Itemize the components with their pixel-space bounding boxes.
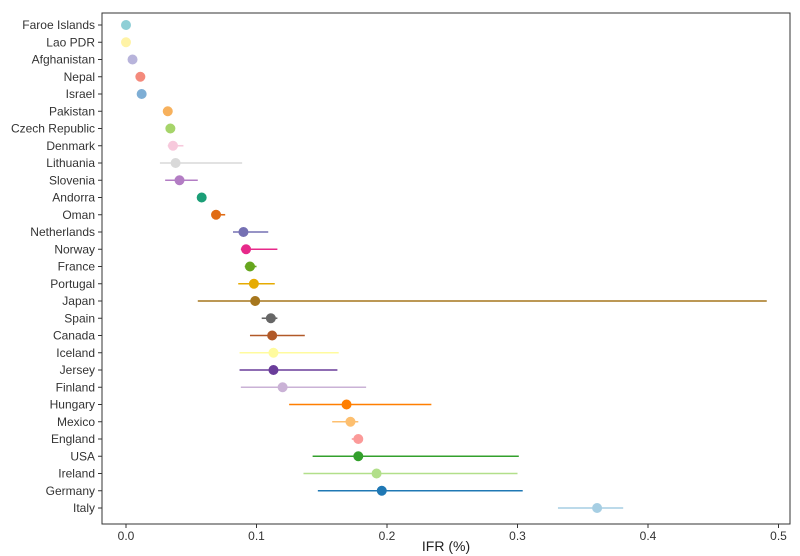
point-iceland (268, 347, 279, 358)
plot-marks (121, 20, 767, 513)
x-tick-label-0.2: 0.2 (379, 529, 396, 543)
x-tick-label-0.1: 0.1 (248, 529, 265, 543)
x-tick-label-0.5: 0.5 (770, 529, 787, 543)
y-tick-label-japan: Japan (62, 294, 95, 308)
point-portugal (248, 278, 259, 289)
y-tick-label-ireland: Ireland (58, 467, 95, 481)
point-jersey (268, 365, 279, 375)
y-tick-label-spain: Spain (64, 311, 95, 325)
point-usa (353, 451, 364, 462)
point-israel (136, 89, 147, 99)
y-tick-label-pakistan: Pakistan (49, 104, 95, 118)
y-tick-label-canada: Canada (53, 329, 95, 343)
point-nepal (135, 71, 146, 82)
point-slovenia (174, 175, 185, 186)
y-tick-label-germany: Germany (46, 484, 95, 498)
x-axis-title: IFR (%) (422, 538, 470, 554)
point-denmark (167, 140, 178, 151)
point-netherlands (238, 227, 249, 237)
point-hungary (341, 399, 352, 410)
point-czech-republic (165, 123, 176, 134)
point-norway (241, 244, 252, 255)
point-afghanistan (127, 54, 138, 65)
y-tick-label-usa: USA (70, 449, 95, 463)
y-tick-label-italy: Italy (73, 501, 95, 515)
plot-panel-border (101, 12, 791, 525)
point-spain (265, 313, 276, 324)
point-faroe-islands (121, 20, 131, 30)
y-tick-label-norway: Norway (54, 242, 95, 256)
x-axis: 0.0 0.1 0.2 0.3 0.4 0.5 (118, 524, 787, 543)
y-tick-label-andorra: Andorra (52, 191, 95, 205)
point-finland (277, 382, 288, 393)
x-tick-label-0.3: 0.3 (509, 529, 526, 543)
y-tick-label-israel: Israel (66, 87, 95, 101)
point-oman (211, 209, 222, 220)
point-england (353, 434, 364, 444)
point-france (244, 261, 255, 272)
point-japan (250, 296, 261, 306)
y-tick-label-faroe-islands: Faroe Islands (22, 18, 95, 32)
y-tick-label-france: France (58, 260, 96, 274)
y-tick-label-hungary: Hungary (50, 398, 95, 412)
y-tick-label-portugal: Portugal (50, 277, 95, 291)
x-tick-label-0.0: 0.0 (118, 529, 135, 543)
y-tick-label-netherlands: Netherlands (30, 225, 95, 239)
y-tick-label-oman: Oman (62, 208, 95, 222)
y-tick-label-jersey: Jersey (60, 363, 95, 377)
y-tick-label-finland: Finland (56, 380, 95, 394)
x-tick-label-0.4: 0.4 (640, 529, 657, 543)
y-tick-label-nepal: Nepal (64, 70, 95, 84)
y-axis: Faroe Islands Lao PDR Afghanistan Nepal Isra… (11, 18, 102, 515)
point-germany (376, 485, 387, 496)
point-lithuania (170, 158, 181, 168)
point-mexico (345, 416, 356, 427)
y-tick-label-lithuania: Lithuania (46, 156, 95, 170)
point-pakistan (162, 106, 173, 117)
y-tick-label-afghanistan: Afghanistan (32, 53, 95, 67)
point-canada (267, 330, 278, 341)
point-italy (592, 503, 603, 513)
point-ireland (371, 468, 382, 479)
y-tick-label-iceland: Iceland (56, 346, 95, 360)
y-tick-label-slovenia: Slovenia (49, 173, 95, 187)
y-tick-label-england: England (51, 432, 95, 446)
y-tick-label-czech-republic: Czech Republic (11, 122, 95, 136)
y-tick-label-lao-pdr: Lao PDR (46, 35, 95, 49)
y-tick-label-denmark: Denmark (46, 139, 96, 153)
point-lao-pdr (121, 37, 131, 48)
y-tick-label-mexico: Mexico (57, 415, 95, 429)
point-andorra (196, 192, 207, 203)
